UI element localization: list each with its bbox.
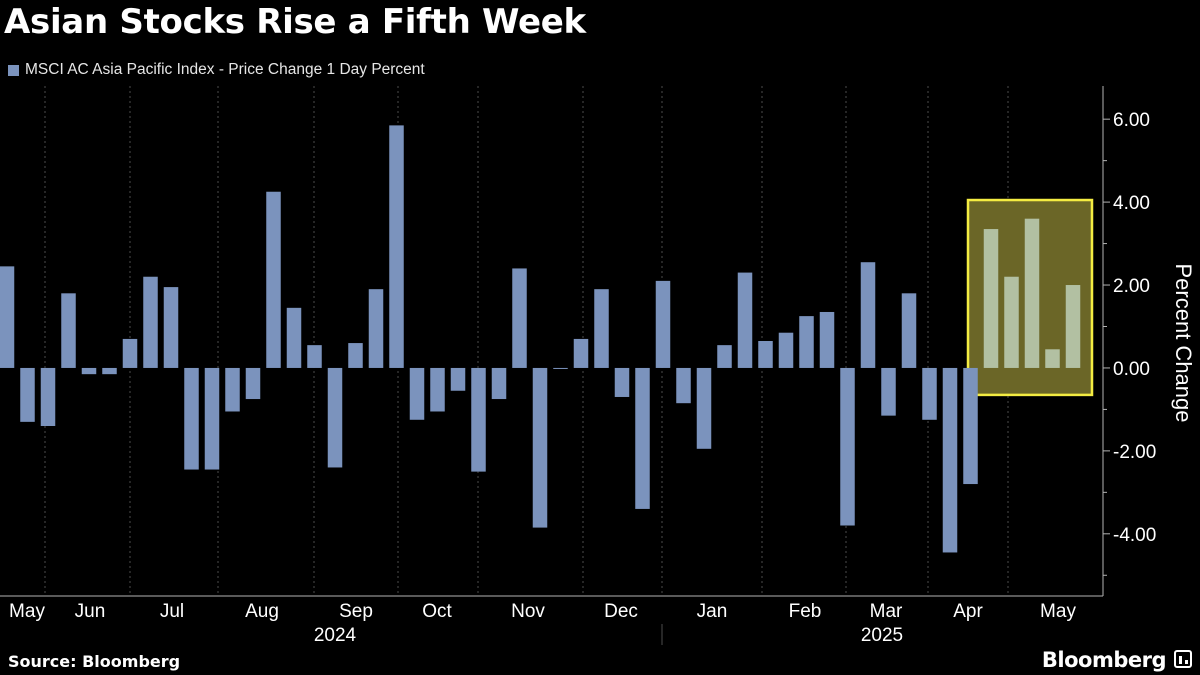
bar-51 bbox=[1045, 349, 1060, 368]
legend-label: MSCI AC Asia Pacific Index - Price Chang… bbox=[25, 61, 425, 78]
bar-36 bbox=[737, 272, 753, 368]
year-label-1: 2025 bbox=[861, 625, 903, 646]
bloomberg-icon bbox=[1174, 650, 1192, 668]
bar-7 bbox=[143, 276, 158, 368]
bar-31 bbox=[635, 367, 650, 509]
bar-42 bbox=[860, 262, 876, 368]
x-tick-label-0: May bbox=[9, 601, 45, 622]
bar-25 bbox=[512, 268, 527, 368]
bar-21 bbox=[430, 367, 445, 412]
bar-3 bbox=[61, 293, 76, 368]
bar-50 bbox=[1024, 218, 1040, 368]
year-label-0: 2024 bbox=[314, 625, 357, 646]
bar-16 bbox=[327, 367, 343, 468]
y-tick-label-2: 2.00 bbox=[1113, 276, 1150, 297]
y-tick-label-1: 4.00 bbox=[1113, 193, 1150, 214]
bar-20 bbox=[409, 367, 425, 420]
bar-33 bbox=[676, 367, 691, 404]
bar-15 bbox=[307, 345, 322, 368]
bar-24 bbox=[491, 367, 507, 400]
bar-48 bbox=[983, 229, 999, 368]
bar-8 bbox=[163, 287, 179, 368]
y-tick-label-3: 0.00 bbox=[1113, 359, 1150, 380]
bar-5 bbox=[102, 367, 117, 375]
bar-37 bbox=[758, 341, 773, 368]
bar-32 bbox=[655, 280, 671, 368]
bar-6 bbox=[122, 338, 138, 368]
bar-35 bbox=[717, 345, 732, 368]
bar-12 bbox=[245, 367, 261, 400]
x-tick-label-4: Sep bbox=[339, 601, 373, 622]
x-tick-label-7: Dec bbox=[604, 601, 638, 622]
x-tick-label-10: Mar bbox=[870, 601, 903, 622]
y-tick-label-4: -2.00 bbox=[1113, 442, 1156, 463]
bar-43 bbox=[881, 367, 896, 416]
bar-9 bbox=[184, 367, 199, 470]
bar-11 bbox=[225, 367, 240, 412]
bar-34 bbox=[696, 367, 712, 449]
source-note: Source: Bloomberg bbox=[8, 652, 181, 671]
x-tick-label-1: Jun bbox=[75, 601, 106, 622]
bar-0 bbox=[0, 266, 15, 368]
bar-40 bbox=[819, 311, 835, 368]
bar-41 bbox=[840, 367, 855, 526]
bar-28 bbox=[573, 338, 589, 368]
bar-29 bbox=[594, 289, 609, 368]
y-tick-label-5: -4.00 bbox=[1113, 525, 1156, 546]
bar-47 bbox=[963, 367, 978, 485]
x-tick-label-3: Aug bbox=[245, 601, 279, 622]
x-tick-label-8: Jan bbox=[697, 601, 728, 622]
y-tick-label-0: 6.00 bbox=[1113, 110, 1150, 131]
chart-title: Asian Stocks Rise a Fifth Week bbox=[4, 2, 586, 42]
x-tick-label-6: Nov bbox=[511, 601, 545, 622]
bar-26 bbox=[532, 367, 548, 528]
bar-1 bbox=[20, 367, 35, 422]
x-tick-label-5: Oct bbox=[422, 601, 452, 622]
bar-17 bbox=[348, 343, 363, 368]
x-tick-label-11: Apr bbox=[953, 601, 983, 622]
bar-4 bbox=[81, 367, 97, 375]
legend-swatch bbox=[8, 64, 19, 76]
bar-18 bbox=[368, 289, 384, 368]
x-tick-label-12: May bbox=[1040, 601, 1076, 622]
bar-45 bbox=[922, 367, 937, 420]
bar-22 bbox=[450, 367, 466, 391]
bar-19 bbox=[389, 125, 404, 368]
bar-46 bbox=[942, 367, 958, 553]
bar-2 bbox=[40, 367, 56, 426]
bar-49 bbox=[1004, 276, 1019, 368]
bar-13 bbox=[266, 191, 281, 368]
bar-44 bbox=[901, 293, 917, 368]
y-axis-label: Percent Change bbox=[1171, 264, 1196, 423]
bar-10 bbox=[204, 367, 220, 470]
bar-23 bbox=[471, 367, 486, 472]
x-tick-label-9: Feb bbox=[789, 601, 822, 622]
bar-30 bbox=[614, 367, 630, 397]
bar-27 bbox=[553, 367, 568, 369]
bar-39 bbox=[799, 316, 814, 368]
x-tick-label-2: Jul bbox=[160, 601, 184, 622]
legend: MSCI AC Asia Pacific Index - Price Chang… bbox=[8, 61, 425, 79]
bar-14 bbox=[286, 307, 302, 368]
bar-38 bbox=[778, 332, 794, 368]
bar-52 bbox=[1065, 285, 1081, 368]
brand-logo: Bloomberg bbox=[1041, 648, 1167, 672]
